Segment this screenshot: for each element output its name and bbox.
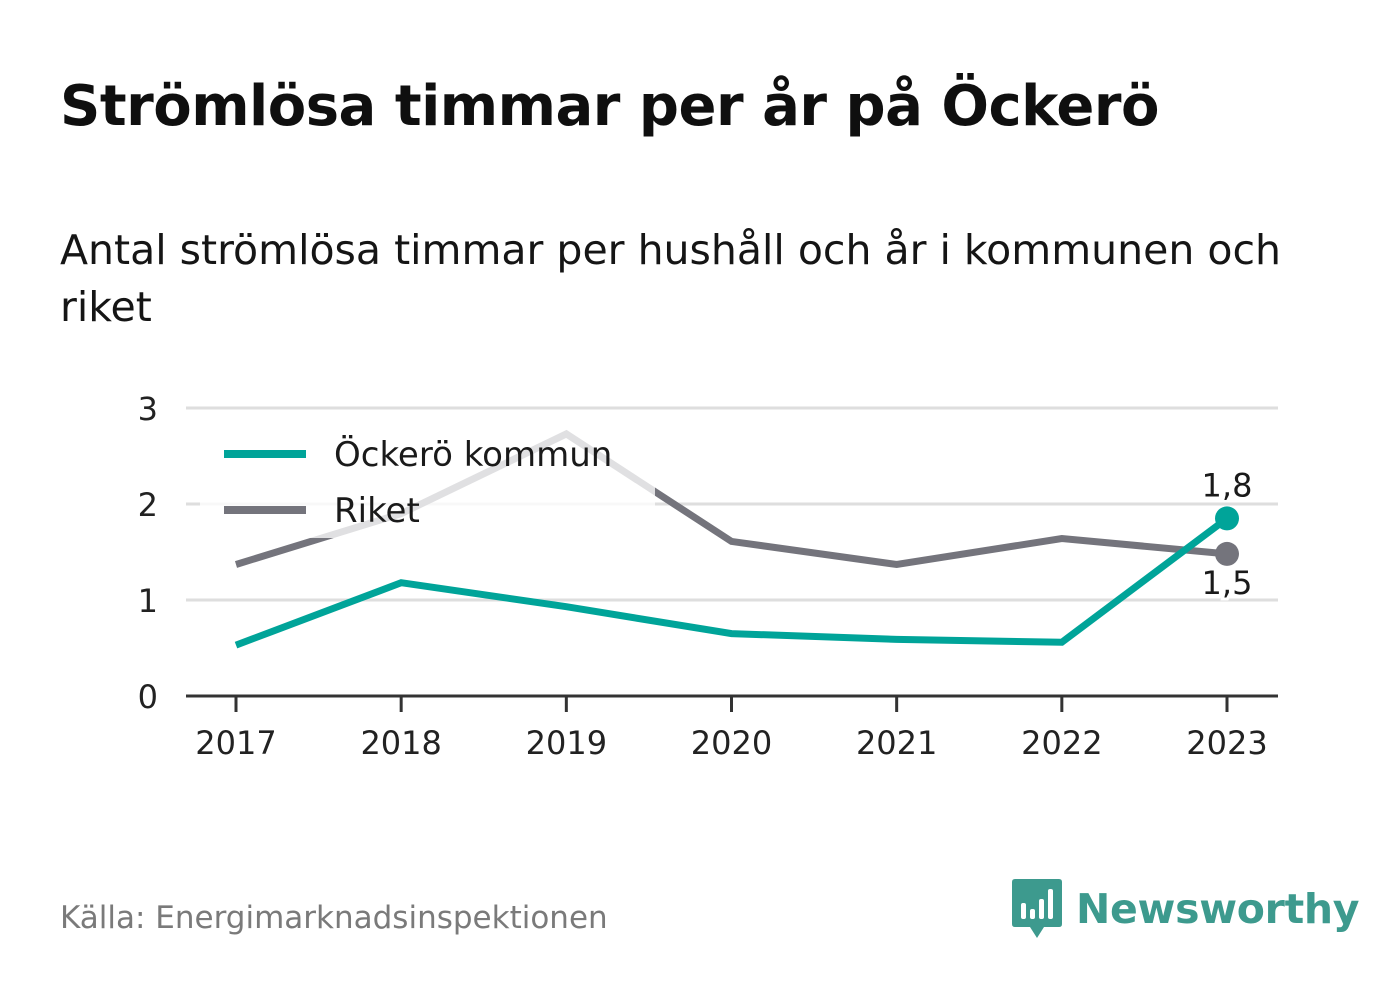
chart-title: Strömlösa timmar per år på Öckerö (60, 74, 1159, 139)
kommun-end-point (1215, 506, 1239, 531)
x-tick-label: 2018 (360, 724, 441, 762)
bar-chart-speech-bubble-icon (1012, 879, 1062, 938)
y-axis-ticks: 0 1 2 3 (138, 390, 158, 716)
legend-label: Öckerö kommun (334, 434, 612, 475)
kommun-line (234, 515, 1230, 649)
brand-name: Newsworthy (1076, 885, 1360, 933)
brand-logo[interactable]: Newsworthy (1012, 878, 1359, 940)
end-label-riket: 1,5 (1202, 564, 1253, 602)
x-tick-label: 2023 (1186, 724, 1267, 762)
x-axis-ticks: 2017 2018 2019 2020 2021 2022 2023 (195, 696, 1268, 762)
x-tick-label: 2020 (691, 724, 772, 762)
end-label-kommun: 1,8 (1202, 466, 1253, 504)
chart-subtitle: Antal strömlösa timmar per hushåll och å… (60, 226, 1281, 331)
y-tick-label: 3 (138, 390, 158, 428)
series-kommun (234, 506, 1239, 649)
y-tick-label: 2 (138, 486, 158, 524)
x-tick-label: 2022 (1021, 724, 1102, 762)
legend-label: Riket (334, 491, 420, 531)
x-tick-label: 2021 (856, 724, 937, 762)
legend-background (200, 418, 655, 538)
y-tick-label: 0 (138, 678, 158, 716)
end-labels: 1,8 1,5 (1199, 466, 1256, 605)
x-tick-label: 2019 (526, 724, 607, 762)
source-note: Källa: Energimarknadsinspektionen (60, 900, 608, 936)
x-tick-label: 2017 (195, 724, 276, 762)
y-tick-label: 1 (138, 582, 158, 620)
riket-end-point (1215, 541, 1239, 566)
legend: Öckerö kommun Riket (200, 418, 655, 538)
